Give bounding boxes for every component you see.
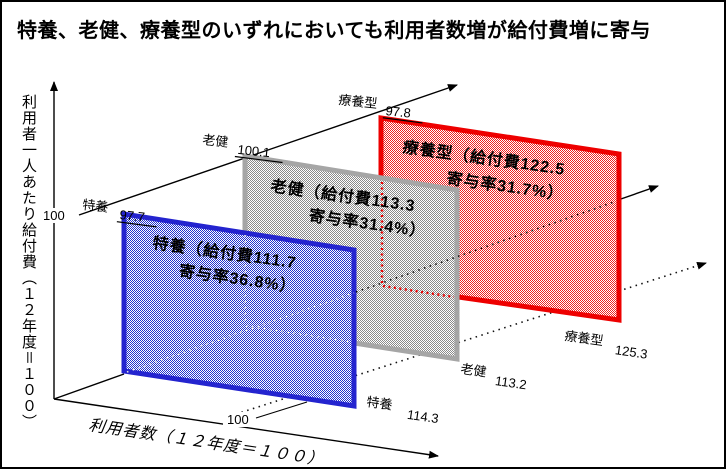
- bottom-label-roken-value: 113.2: [494, 373, 527, 392]
- x-axis-tick-100: 100: [227, 412, 249, 427]
- x-tick-bg: [223, 412, 254, 427]
- top-label-ryoyogata-name: 療養型: [338, 92, 378, 111]
- y-axis-tick-100: 100: [43, 208, 65, 223]
- bottom-label-tokuyo-name: 特養: [366, 394, 394, 412]
- top-label-roken-value: 100.1: [237, 142, 271, 160]
- y-axis-title: 利用者一人あたり給付費（１２年度＝１００）: [20, 94, 37, 430]
- top-label-tokuyo-name: 特養: [82, 197, 109, 215]
- chart-title: 特養、老健、療養型のいずれにおいても利用者数増が給付費増に寄与: [17, 20, 651, 42]
- x-axis-line: [53, 398, 439, 459]
- depth-axis-hidden-front: [126, 292, 355, 373]
- top-label-roken-name: 老健: [202, 132, 229, 150]
- benefit-100-depth-line: [78, 84, 458, 216]
- plane-tokuyo: [121, 211, 357, 409]
- top-label-roken-underline: [234, 155, 283, 164]
- bottom-label-ryoyogata-value: 125.3: [614, 342, 648, 361]
- x-axis-title: 利用者数（１２年度＝１００）: [87, 416, 325, 469]
- top-label-tokuyo-underline: [116, 221, 157, 228]
- top-label-ryoyogata-underline: [382, 117, 423, 124]
- bottom-label-tokuyo-value: 114.3: [406, 407, 439, 426]
- depth-axis-origin-segment: [53, 373, 125, 400]
- y-tick-bg: [40, 208, 70, 223]
- ryoyogata-hidden-bottom-edge: [382, 284, 455, 299]
- x-tick-connector-line: [255, 401, 308, 419]
- bottom-label-roken-name: 老健: [460, 361, 488, 379]
- top-label-tokuyo-value: 97.7: [119, 207, 146, 225]
- bottom-label-ryoyogata-name: 療養型: [564, 328, 605, 348]
- top-label-ryoyogata-value: 97.8: [385, 103, 412, 121]
- depth-axis-arrow-segment: [617, 185, 659, 201]
